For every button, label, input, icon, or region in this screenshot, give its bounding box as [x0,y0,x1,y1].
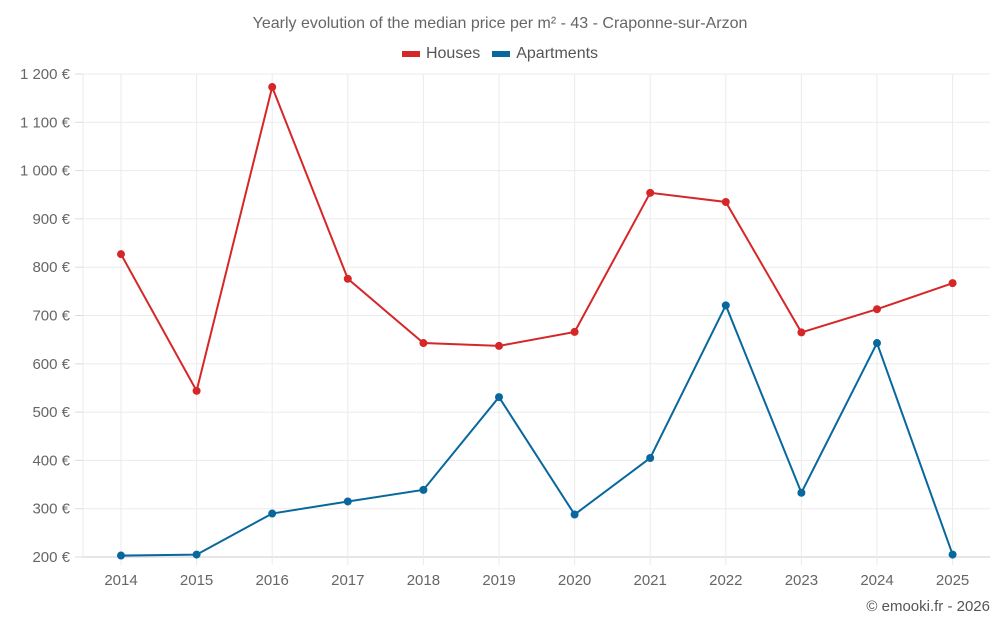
y-tick-label: 500 € [32,404,70,421]
chart-legend: Houses Apartments [0,45,1000,63]
y-tick-label: 300 € [32,501,70,518]
data-point[interactable] [646,453,655,462]
data-point[interactable] [268,83,277,92]
x-tick-label: 2016 [256,572,289,589]
data-point[interactable] [117,250,125,259]
copyright-credit: © emooki.fr - 2026 [866,598,990,615]
series-apartments [117,301,957,560]
data-point[interactable] [343,497,352,506]
data-point[interactable] [948,550,957,559]
legend-label-houses: Houses [425,45,481,62]
y-tick-label: 1 000 € [20,163,71,180]
data-point[interactable] [948,279,957,288]
data-point[interactable] [721,197,730,206]
data-point[interactable] [117,551,125,560]
data-point[interactable] [721,301,730,310]
x-tick-label: 2017 [331,572,364,589]
houses-swatch-icon [401,51,420,57]
data-point[interactable] [873,305,881,314]
y-tick-label: 1 200 € [20,66,71,83]
y-tick-label: 200 € [32,549,70,566]
data-point[interactable] [268,509,277,518]
y-tick-label: 700 € [32,308,70,325]
legend-item-apartments[interactable]: Apartments [492,45,598,63]
x-tick-label: 2015 [180,572,213,589]
y-tick-label: 600 € [32,356,70,373]
x-tick-label: 2014 [104,572,137,589]
x-tick-label: 2023 [785,572,818,589]
apartments-line [120,302,954,557]
y-axis: 200 € 300 € 400 € 500 € 600 € 700 € 800 € 900 €… [20,66,83,566]
x-tick-label: 2020 [558,572,591,589]
data-point[interactable] [570,510,579,519]
grid-lines [82,73,990,565]
data-series [117,83,957,560]
data-point[interactable] [192,386,201,395]
data-point[interactable] [495,341,503,350]
data-point[interactable] [419,485,428,494]
data-point[interactable] [646,188,655,197]
y-tick-label: 1 100 € [20,114,71,131]
data-point[interactable] [873,339,881,348]
data-point[interactable] [343,274,352,283]
chart-title: Yearly evolution of the median price per… [252,15,748,32]
legend-item-houses[interactable]: Houses [401,45,481,63]
x-tick-label: 2019 [482,572,515,589]
x-tick-label: 2025 [936,572,969,589]
data-point[interactable] [495,393,503,402]
x-tick-label: 2022 [709,572,742,589]
y-tick-label: 900 € [32,211,70,228]
data-point[interactable] [797,328,806,337]
apartments-swatch-icon [492,51,511,57]
x-tick-label: 2021 [634,572,667,589]
data-point[interactable] [570,327,579,336]
data-point[interactable] [419,339,428,348]
y-tick-label: 800 € [32,259,70,276]
legend-label-apartments: Apartments [516,45,599,62]
y-tick-label: 400 € [32,452,70,469]
data-point[interactable] [192,550,201,559]
series-houses [117,83,957,395]
x-axis: 2014 2015 2016 2017 2018 2019 2020 2021 2022 2023… [104,572,969,589]
data-point[interactable] [797,488,806,497]
houses-line [120,83,953,394]
x-tick-label: 2018 [407,572,440,589]
x-tick-label: 2024 [860,572,893,589]
